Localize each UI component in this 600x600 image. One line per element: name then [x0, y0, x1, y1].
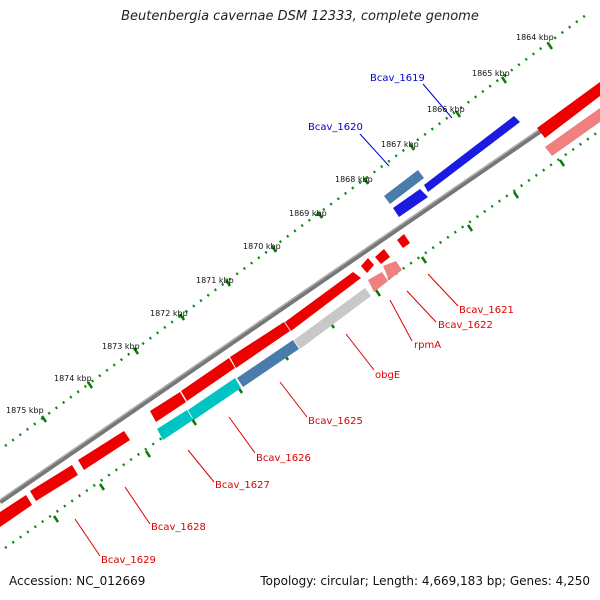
kbp-label-1865: 1865 kbp: [472, 69, 510, 78]
kbp-label-1871: 1871 kbp: [196, 276, 234, 285]
gene-arrow: [368, 272, 388, 292]
gene-arrow: [157, 410, 193, 440]
gene-arrow: [375, 249, 390, 264]
inner-scale-ring: [4, 130, 599, 550]
gene-label-bcav-1627: Bcav_1627: [215, 480, 270, 491]
gene-arrow: [393, 189, 428, 217]
gene-label-bcav-1619: Bcav_1619: [370, 73, 425, 84]
gene-arrow: [361, 258, 374, 273]
gene-arrow: [384, 170, 424, 204]
gene-arrow: [181, 358, 235, 401]
gene-arrow: [30, 465, 78, 501]
gene-arrow: [150, 392, 186, 422]
gene-label-bcav-1628: Bcav_1628: [151, 522, 206, 533]
gene-arrow: [78, 431, 130, 470]
gene-label-bcav-1620: Bcav_1620: [308, 122, 363, 133]
gene-label-bcav-1626: Bcav_1626: [256, 453, 311, 464]
gene-arrow: [397, 234, 410, 248]
gene-arrow: [237, 340, 299, 387]
gene-arrow: [0, 495, 32, 527]
kbp-label-1874: 1874 kbp: [54, 374, 92, 383]
gene-label-bcav-1625: Bcav_1625: [308, 416, 363, 427]
kbp-label-1869: 1869 kbp: [289, 209, 327, 218]
reverse-genes: [157, 108, 600, 440]
gene-arrow: [545, 108, 600, 156]
kbp-label-1864: 1864 kbp: [516, 33, 554, 42]
gene-arrow: [294, 288, 371, 349]
kbp-labels: 1864 kbp 1865 kbp 1866 kbp 1867 kbp 1868…: [6, 33, 554, 415]
kbp-label-1873: 1873 kbp: [102, 342, 140, 351]
kbp-label-1866: 1866 kbp: [427, 105, 465, 114]
gene-arrow: [285, 272, 361, 331]
gene-label-bcav-1622: Bcav_1622: [438, 320, 493, 331]
kbp-label-1872: 1872 kbp: [150, 309, 188, 318]
kbp-label-1867: 1867 kbp: [381, 140, 419, 149]
gene-arrow: [424, 116, 520, 192]
gene-labels: Bcav_1619 Bcav_1620 Bcav_1621 Bcav_1622 …: [101, 73, 514, 566]
topology-text: Topology: circular; Length: 4,669,183 bp…: [260, 574, 590, 588]
gene-label-bcav-1629: Bcav_1629: [101, 555, 156, 566]
gene-label-rpma: rpmA: [414, 340, 441, 351]
gene-arrow: [383, 261, 402, 280]
gene-arrow: [537, 82, 600, 138]
gene-arrow: [188, 378, 241, 420]
gene-label-bcav-1621: Bcav_1621: [459, 305, 514, 316]
map-title: Beutenbergia cavernae DSM 12333, complet…: [121, 9, 479, 24]
major-ticks: [40, 42, 554, 423]
kbp-label-1875: 1875 kbp: [6, 406, 44, 415]
gene-arrow: [230, 322, 290, 368]
leader-lines: [74, 83, 459, 557]
forward-genes: [0, 82, 600, 527]
kbp-label-1870: 1870 kbp: [243, 242, 281, 251]
kbp-label-1868: 1868 kbp: [335, 175, 373, 184]
accession-text: Accession: NC_012669: [9, 574, 146, 588]
gene-label-obge: obgE: [375, 370, 400, 381]
genome-backbone: [0, 87, 600, 505]
